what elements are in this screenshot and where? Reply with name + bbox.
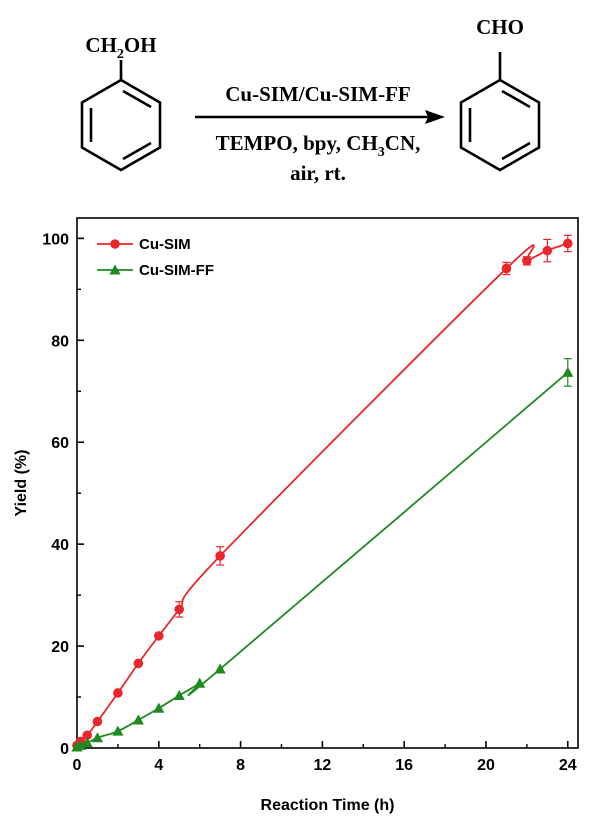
reaction-scheme: CH2OH Cu-SIM/Cu-SIM-FF TEMPO, bpy, CH3CN… — [80, 15, 541, 185]
data-point — [82, 730, 93, 741]
product-inner-double-bond-1 — [501, 89, 531, 109]
reactant-inner-double-bond-1 — [122, 89, 152, 109]
data-point — [133, 658, 144, 669]
reactant-inner-double-bond-2 — [122, 141, 152, 161]
data-point — [92, 716, 103, 727]
product-ring-outline — [459, 78, 541, 172]
legend-marker — [109, 264, 121, 275]
axes: 0 4 8 12 16 20 24 0 20 40 60 80 100 — [42, 231, 576, 774]
data-point — [112, 725, 124, 736]
x-tick-label: 0 — [73, 757, 82, 774]
reaction-arrow — [195, 110, 445, 124]
plot-frame — [76, 217, 579, 749]
series-cu-sim — [72, 234, 573, 751]
series-line-cu-sim-ff — [76, 371, 569, 748]
conditions-line-1: TEMPO, bpy, CH3CN, — [216, 131, 421, 160]
y-tick-label: 60 — [51, 435, 69, 452]
conditions-line-2: air, rt. — [290, 161, 346, 185]
data-point — [174, 604, 185, 615]
series-line-cu-sim — [76, 242, 569, 747]
y-tick-label: 0 — [60, 741, 69, 758]
data-point — [194, 677, 206, 688]
x-tick-label: 4 — [154, 757, 163, 774]
legend-label: Cu-SIM-FF — [139, 262, 214, 279]
y-tick-label: 100 — [42, 231, 69, 248]
data-point — [215, 551, 225, 561]
data-point — [522, 256, 532, 266]
series-layer — [71, 234, 574, 752]
series-cu-sim-ff — [71, 358, 574, 752]
y-tick-label: 40 — [51, 537, 69, 554]
x-tick-label: 16 — [395, 757, 413, 774]
data-point — [153, 631, 164, 641]
y-tick-label: 80 — [51, 333, 69, 350]
data-point — [74, 739, 87, 750]
data-point — [501, 263, 512, 274]
x-tick-label: 8 — [236, 757, 245, 774]
reactant-benzene-ring — [80, 60, 162, 172]
data-point — [153, 702, 165, 713]
data-point — [214, 663, 226, 674]
data-point — [562, 366, 574, 377]
x-axis-title: Reaction Time (h) — [261, 797, 395, 814]
x-tick-label: 24 — [559, 757, 577, 774]
data-point — [132, 714, 144, 725]
data-point — [542, 245, 553, 256]
reactant-substituent-label: CH2OH — [85, 33, 156, 62]
product-substituent-label: CHO — [476, 15, 524, 39]
catalyst-label: Cu-SIM/Cu-SIM-FF — [225, 82, 411, 106]
data-point — [562, 238, 573, 249]
y-tick-label: 20 — [51, 639, 69, 656]
product-benzene-ring — [459, 52, 541, 172]
product-inner-double-bond-2 — [501, 141, 531, 161]
legend-marker — [110, 239, 120, 249]
reactant-ring-outline — [80, 78, 162, 172]
legend-label: Cu-SIM — [139, 236, 191, 253]
legend: Cu-SIM Cu-SIM-FF — [97, 236, 214, 279]
x-tick-label: 20 — [477, 757, 495, 774]
data-point — [173, 689, 185, 700]
data-point — [113, 688, 123, 698]
data-point — [91, 732, 104, 743]
y-axis-title: Yield (%) — [13, 450, 30, 517]
data-point — [81, 737, 93, 748]
x-tick-label: 12 — [313, 757, 331, 774]
